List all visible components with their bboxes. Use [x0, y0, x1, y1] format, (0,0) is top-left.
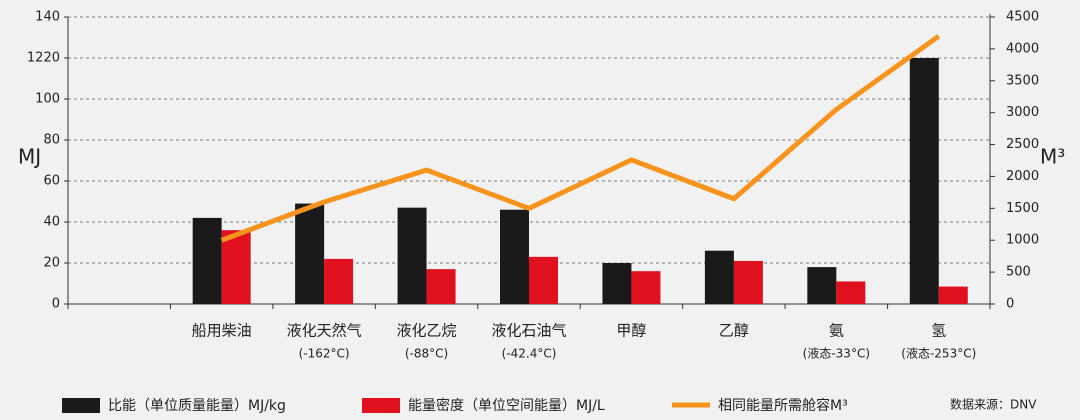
legend-label: 相同能量所需舱容M³	[718, 397, 848, 414]
x-tick-label: 甲醇	[616, 322, 646, 340]
y-tick-label: 1220	[27, 51, 60, 66]
bar	[733, 260, 763, 304]
y2-tick-label: 3000	[1006, 105, 1039, 120]
y-tick-label: 60	[43, 174, 60, 189]
bar	[807, 267, 837, 304]
bar	[397, 207, 427, 304]
bar	[192, 217, 222, 304]
bar	[426, 269, 456, 304]
bar	[909, 58, 939, 304]
legend-swatch	[362, 398, 400, 413]
x-tick-sublabel: (-42.4°C)	[502, 347, 557, 361]
legend-swatch	[62, 398, 100, 413]
bar	[836, 281, 866, 304]
y-tick-label: 140	[35, 10, 60, 25]
y2-tick-label: 4000	[1006, 41, 1039, 56]
y-tick-label: 40	[43, 215, 60, 230]
y2-tick-label: 1000	[1006, 233, 1039, 248]
y-tick-label: 20	[43, 256, 60, 271]
y2-tick-label: 500	[1006, 265, 1031, 280]
legend-label: 比能（单位质量能量）MJ/kg	[108, 398, 286, 414]
bar	[324, 258, 354, 304]
bar	[295, 203, 325, 304]
bar	[602, 263, 632, 304]
x-tick-label: 氢	[931, 322, 946, 340]
bar	[221, 230, 251, 304]
y2-axis-label: M³	[1040, 145, 1065, 169]
bar	[938, 286, 968, 304]
bar	[631, 271, 661, 304]
x-tick-label: 氨	[829, 322, 844, 340]
x-tick-sublabel: (液态-33°C)	[803, 346, 870, 361]
bar	[500, 209, 529, 304]
y2-tick-label: 1500	[1006, 201, 1039, 216]
y-tick-label: 0	[52, 297, 60, 312]
y-tick-label: 80	[43, 133, 60, 148]
y-axis-label: MJ	[18, 145, 41, 169]
x-tick-sublabel: (-162°C)	[299, 347, 350, 361]
x-tick-label: 液化乙烷	[397, 322, 457, 340]
y2-tick-label: 2000	[1006, 169, 1039, 184]
bar	[704, 250, 734, 304]
y2-tick-label: 3500	[1006, 73, 1039, 88]
x-tick-label: 液化石油气	[491, 322, 566, 340]
legend-label: 能量密度（单位空间能量）MJ/L	[408, 397, 605, 414]
bar	[529, 256, 558, 304]
line	[220, 34, 941, 243]
x-tick-sublabel: (-88°C)	[405, 347, 448, 361]
y2-tick-label: 2500	[1006, 137, 1039, 152]
y2-tick-label: 4500	[1006, 10, 1039, 25]
y2-tick-label: 0	[1006, 297, 1014, 312]
x-tick-label: 乙醇	[719, 322, 749, 340]
source: 数据来源：DNV	[950, 397, 1037, 412]
x-tick-sublabel: (液态-253°C)	[901, 346, 976, 361]
x-tick-label: 液化天然气	[287, 322, 362, 340]
y-tick-label: 100	[35, 92, 60, 107]
x-tick-label: 船用柴油	[192, 322, 252, 340]
